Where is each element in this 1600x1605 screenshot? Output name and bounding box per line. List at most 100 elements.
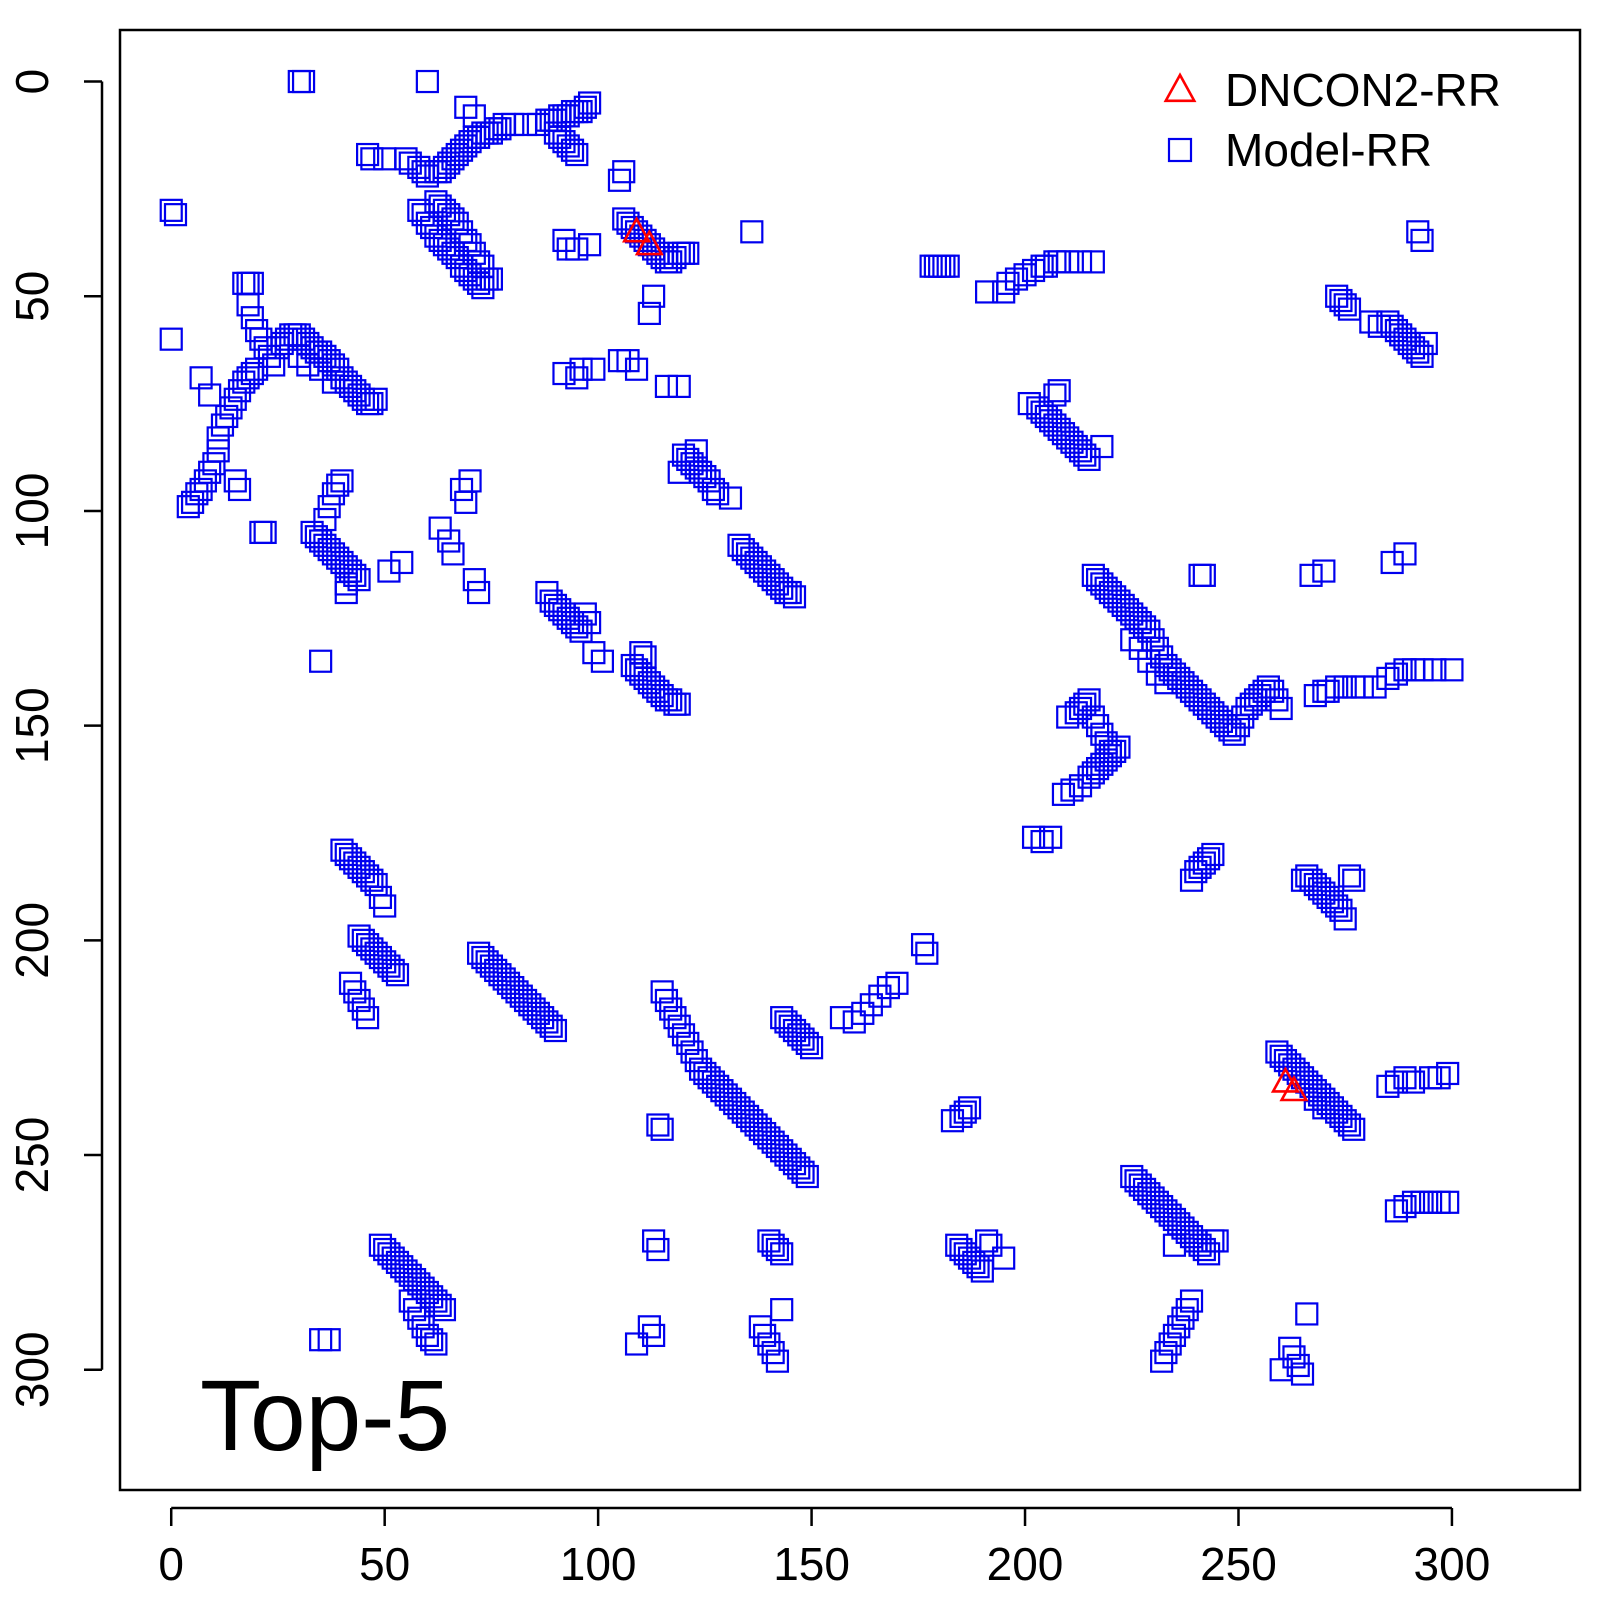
model-rr-point xyxy=(671,443,696,467)
model-rr-point xyxy=(1090,572,1114,596)
model-rr-point xyxy=(1312,559,1336,583)
model-rr-point xyxy=(770,1006,794,1030)
model-rr-point xyxy=(782,585,807,609)
model-rr-point xyxy=(642,284,666,308)
model-rr-point xyxy=(885,971,909,995)
model-rr-point xyxy=(548,125,572,149)
model-rr-point xyxy=(770,576,794,600)
model-rr-point xyxy=(1188,855,1212,879)
model-rr-point xyxy=(966,1255,990,1279)
model-rr-point xyxy=(1103,739,1127,764)
model-rr-point xyxy=(1406,220,1430,244)
model-rr-point xyxy=(1077,447,1101,472)
model-rr-point xyxy=(245,357,269,381)
model-rr-point xyxy=(407,1272,431,1296)
model-rr-point xyxy=(765,572,790,596)
model-rr-point xyxy=(577,233,602,257)
model-rr-point xyxy=(1384,1199,1409,1223)
model-rr-point xyxy=(411,1315,435,1339)
model-rr-point xyxy=(582,641,606,665)
model-rr-point xyxy=(1282,1345,1306,1369)
model-rr-point xyxy=(415,1280,439,1305)
model-rr-point xyxy=(1056,426,1080,450)
model-rr-point xyxy=(437,151,461,175)
model-rr-point xyxy=(1295,864,1319,888)
model-rr-point xyxy=(1150,1349,1174,1373)
model-rr-point xyxy=(1376,310,1400,334)
model-rr-point xyxy=(1265,688,1289,712)
model-rr-point xyxy=(740,1109,764,1133)
model-rr-point xyxy=(479,267,504,291)
model-rr-point xyxy=(782,1018,807,1043)
model-rr-point xyxy=(778,1147,802,1171)
model-rr-point xyxy=(748,555,772,579)
model-rr-point xyxy=(338,847,363,871)
model-rr-point xyxy=(744,1113,768,1137)
model-rr-point xyxy=(1192,851,1216,875)
model-rr-point xyxy=(1222,722,1246,746)
model-rr-point xyxy=(432,1298,457,1322)
model-rr-point xyxy=(1307,877,1332,901)
model-rr-point xyxy=(313,344,337,368)
y-tick-label: 50 xyxy=(6,271,58,322)
y-tick-label: 300 xyxy=(6,1331,58,1408)
model-rr-point xyxy=(253,520,277,545)
model-rr-point xyxy=(377,559,401,583)
model-rr-point xyxy=(552,361,576,386)
model-rr-point xyxy=(334,555,358,579)
model-rr-point xyxy=(347,855,371,879)
model-rr-point xyxy=(744,550,768,575)
model-rr-point xyxy=(1333,1109,1357,1133)
model-rr-point xyxy=(1299,1074,1323,1098)
model-rr-point xyxy=(1043,383,1067,407)
model-rr-point xyxy=(799,1036,824,1060)
model-rr-point xyxy=(787,1023,811,1047)
model-rr-point xyxy=(1081,761,1105,785)
model-rr-point xyxy=(373,1237,397,1262)
model-rr-point xyxy=(1188,688,1212,712)
model-rr-point xyxy=(706,482,730,506)
model-rr-point xyxy=(1162,662,1187,686)
model-rr-point xyxy=(1030,829,1054,854)
model-rr-point xyxy=(159,327,183,351)
model-rr-point xyxy=(381,1246,405,1270)
model-rr-point xyxy=(1196,847,1221,871)
model-rr-point xyxy=(492,967,516,991)
model-rr-point xyxy=(1303,683,1327,708)
model-rr-point xyxy=(432,155,457,180)
model-rr-point xyxy=(535,1010,559,1034)
model-rr-point xyxy=(1410,228,1434,253)
model-rr-point xyxy=(676,447,700,472)
model-rr-point xyxy=(513,988,538,1013)
model-rr-point xyxy=(1376,1074,1400,1098)
model-rr-point xyxy=(202,452,226,476)
marks-layer xyxy=(159,69,1464,1386)
model-rr-point xyxy=(1073,443,1097,467)
model-rr-point xyxy=(1333,907,1357,931)
model-rr-point xyxy=(1154,1340,1178,1365)
dncon2-rr-point xyxy=(1279,1074,1309,1102)
model-rr-point xyxy=(1026,396,1050,420)
model-rr-point xyxy=(1167,1315,1191,1339)
model-rr-point xyxy=(548,598,572,622)
model-rr-point xyxy=(970,1259,994,1283)
model-rr-point xyxy=(1145,636,1169,660)
model-rr-point xyxy=(364,387,388,411)
model-rr-point xyxy=(1359,310,1383,334)
model-rr-point xyxy=(1068,774,1093,798)
model-rr-point xyxy=(1137,619,1161,643)
model-rr-point xyxy=(975,1229,999,1253)
model-rr-point xyxy=(962,1250,986,1275)
model-rr-point xyxy=(227,477,252,502)
model-rr-point xyxy=(488,117,512,141)
model-rr-point xyxy=(1286,1353,1310,1378)
model-rr-point xyxy=(642,1323,666,1348)
model-rr-point xyxy=(1115,598,1140,622)
model-rr-point xyxy=(488,963,512,987)
model-rr-point xyxy=(274,327,299,351)
model-rr-point xyxy=(1077,688,1101,712)
model-rr-point xyxy=(1290,1066,1315,1090)
model-rr-point xyxy=(1316,679,1340,703)
model-rr-point xyxy=(368,945,393,970)
model-rr-point xyxy=(351,387,375,411)
